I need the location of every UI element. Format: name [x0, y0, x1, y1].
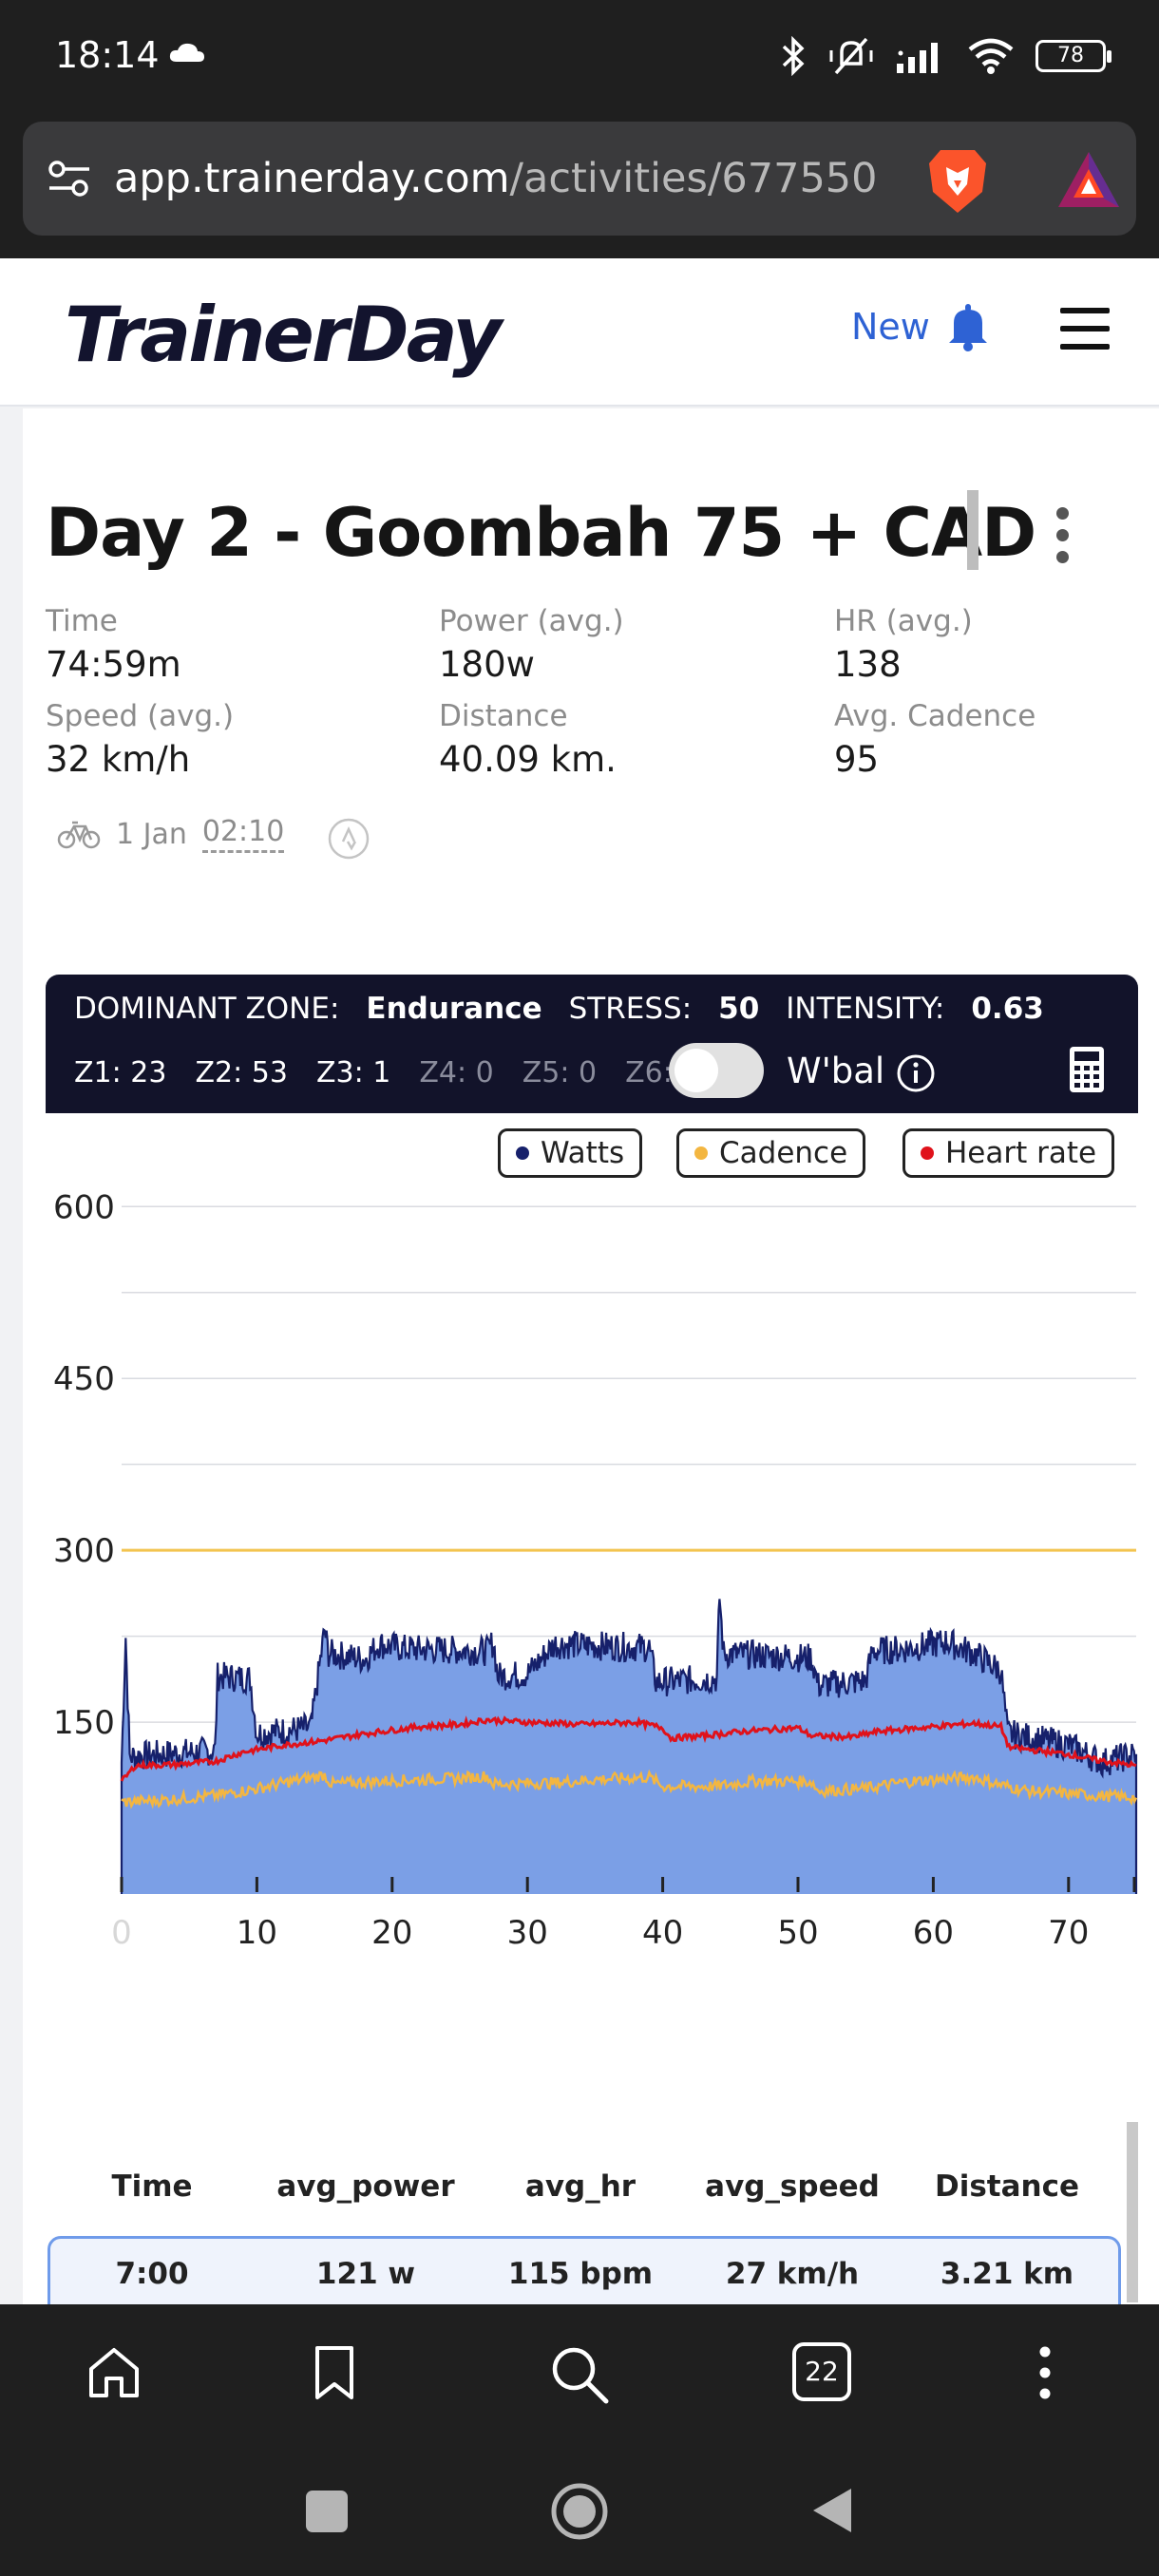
zone-5: Z5: 0: [522, 1056, 598, 1089]
col-avg-power[interactable]: avg_power: [276, 2169, 455, 2204]
activity-meta: 1 Jan 02:10: [57, 815, 285, 853]
status-bar: 18:14 78: [0, 0, 1159, 118]
address-bar[interactable]: app.trainerday.com/activities/677550: [23, 122, 1136, 236]
zone-2: Z2: 53: [195, 1056, 288, 1089]
bike-icon: [57, 821, 101, 849]
bell-icon[interactable]: [946, 302, 990, 351]
tab-count: 22: [805, 2356, 839, 2387]
zone-3: Z3: 1: [315, 1056, 391, 1089]
trainerday-logo[interactable]: TrainerDay: [65, 291, 502, 379]
stat-cadence: Avg. Cadence 95: [834, 699, 1036, 780]
text-cursor: [967, 490, 978, 570]
mute-vibrate-icon: [829, 37, 873, 75]
status-time: 18:14: [55, 34, 160, 76]
wbal-toggle[interactable]: [669, 1043, 764, 1098]
recents-button[interactable]: [306, 2491, 348, 2532]
activity-start-time[interactable]: 02:10: [201, 815, 285, 853]
cell-avg-hr: 115 bpm: [507, 2257, 654, 2291]
more-options-icon[interactable]: [1056, 507, 1070, 573]
chart-plot[interactable]: 150 300 450 600 0 10 20 30 40 50 60 70: [46, 1113, 1138, 2063]
y-tick-label: 450: [53, 1360, 115, 1398]
brave-rewards-icon[interactable]: [1056, 150, 1121, 209]
legend-watts[interactable]: Watts: [498, 1128, 643, 1178]
stat-hr: HR (avg.) 138: [834, 604, 973, 685]
bluetooth-icon: [782, 36, 805, 76]
tabs-button[interactable]: 22: [792, 2342, 851, 2401]
y-tick-label: 150: [53, 1704, 115, 1742]
table-scrollbar[interactable]: [1127, 2122, 1138, 2302]
x-tick-label: 70: [1048, 1914, 1089, 1952]
back-button[interactable]: [809, 2485, 855, 2536]
x-tick-label: 0: [111, 1914, 132, 1952]
search-icon[interactable]: [549, 2344, 610, 2405]
more-menu-icon[interactable]: [1036, 2344, 1054, 2401]
browser-bottom-bar: 22: [0, 2304, 1159, 2447]
cell-avg-speed: 27 km/h: [725, 2257, 860, 2291]
signal-icon: [897, 43, 938, 73]
cloud-icon: [169, 43, 204, 62]
x-tick-label: 40: [642, 1914, 683, 1952]
brave-shields-icon[interactable]: [927, 146, 988, 215]
legend-heart-rate[interactable]: Heart rate: [902, 1128, 1115, 1178]
activity-title[interactable]: Day 2 - Goombah 75 + CAD: [46, 494, 1036, 572]
cadence-line: [121, 1769, 1138, 1809]
system-navigation: [0, 2447, 1159, 2576]
x-tick-label: 30: [507, 1914, 548, 1952]
activity-chart: Watts Cadence Heart rate 150 300 450 600 0 10…: [46, 1113, 1138, 2063]
y-tick-label: 600: [53, 1188, 115, 1226]
url-text[interactable]: app.trainerday.com/activities/677550: [114, 155, 878, 202]
battery-level: 78: [1057, 44, 1084, 67]
x-tick-label: 50: [777, 1914, 818, 1952]
col-distance[interactable]: Distance: [934, 2169, 1080, 2204]
browser-toolbar: app.trainerday.com/activities/677550: [0, 118, 1159, 258]
zone-4: Z4: 0: [419, 1056, 494, 1089]
cell-distance: 3.21 km: [940, 2257, 1074, 2291]
bookmark-icon[interactable]: [312, 2344, 357, 2401]
intensity-value: 0.63: [971, 992, 1044, 1026]
activity-date: 1 Jan: [116, 817, 187, 851]
x-tick-label: 10: [237, 1914, 277, 1952]
col-avg-hr[interactable]: avg_hr: [524, 2169, 636, 2204]
legend-cadence[interactable]: Cadence: [676, 1128, 866, 1178]
info-icon[interactable]: [895, 1052, 937, 1094]
activity-page: Day 2 - Goombah 75 + CAD Time 74:59m Pow…: [23, 408, 1159, 2445]
x-tick-label: 20: [371, 1914, 412, 1952]
zone-1: Z1: 23: [74, 1056, 167, 1089]
heart-rate-line: [120, 1715, 1137, 1782]
calculator-icon[interactable]: [1068, 1045, 1106, 1094]
wbal-label: W'bal: [787, 1051, 885, 1091]
stress-value: 50: [718, 992, 760, 1026]
cell-avg-power: 121 w: [315, 2257, 416, 2291]
watts-line: [120, 1599, 1138, 1894]
stat-power: Power (avg.) 180w: [439, 604, 624, 685]
y-tick-label: 300: [53, 1532, 115, 1570]
strava-icon[interactable]: [327, 817, 370, 861]
home-icon[interactable]: [86, 2344, 142, 2401]
home-button[interactable]: [549, 2481, 610, 2542]
col-avg-speed[interactable]: avg_speed: [705, 2169, 880, 2204]
dominant-zone: Endurance: [366, 992, 542, 1026]
menu-icon[interactable]: [1060, 308, 1110, 350]
new-link[interactable]: New: [851, 306, 930, 348]
stat-distance: Distance 40.09 km.: [439, 699, 617, 780]
stat-time: Time 74:59m: [46, 604, 181, 685]
cell-time: 7:00: [115, 2257, 189, 2291]
col-time[interactable]: Time: [111, 2169, 193, 2204]
stat-speed: Speed (avg.) 32 km/h: [46, 699, 235, 780]
zone-summary: DOMINANT ZONE: Endurance STRESS: 50 INTENSIT…: [46, 975, 1138, 1113]
site-header: TrainerDay New: [0, 258, 1159, 407]
x-tick-label: 60: [913, 1914, 954, 1952]
site-settings-icon[interactable]: [48, 160, 91, 198]
battery-icon: 78: [1036, 40, 1112, 72]
watts-area: [122, 1599, 1136, 1894]
wifi-icon: [968, 38, 1014, 74]
